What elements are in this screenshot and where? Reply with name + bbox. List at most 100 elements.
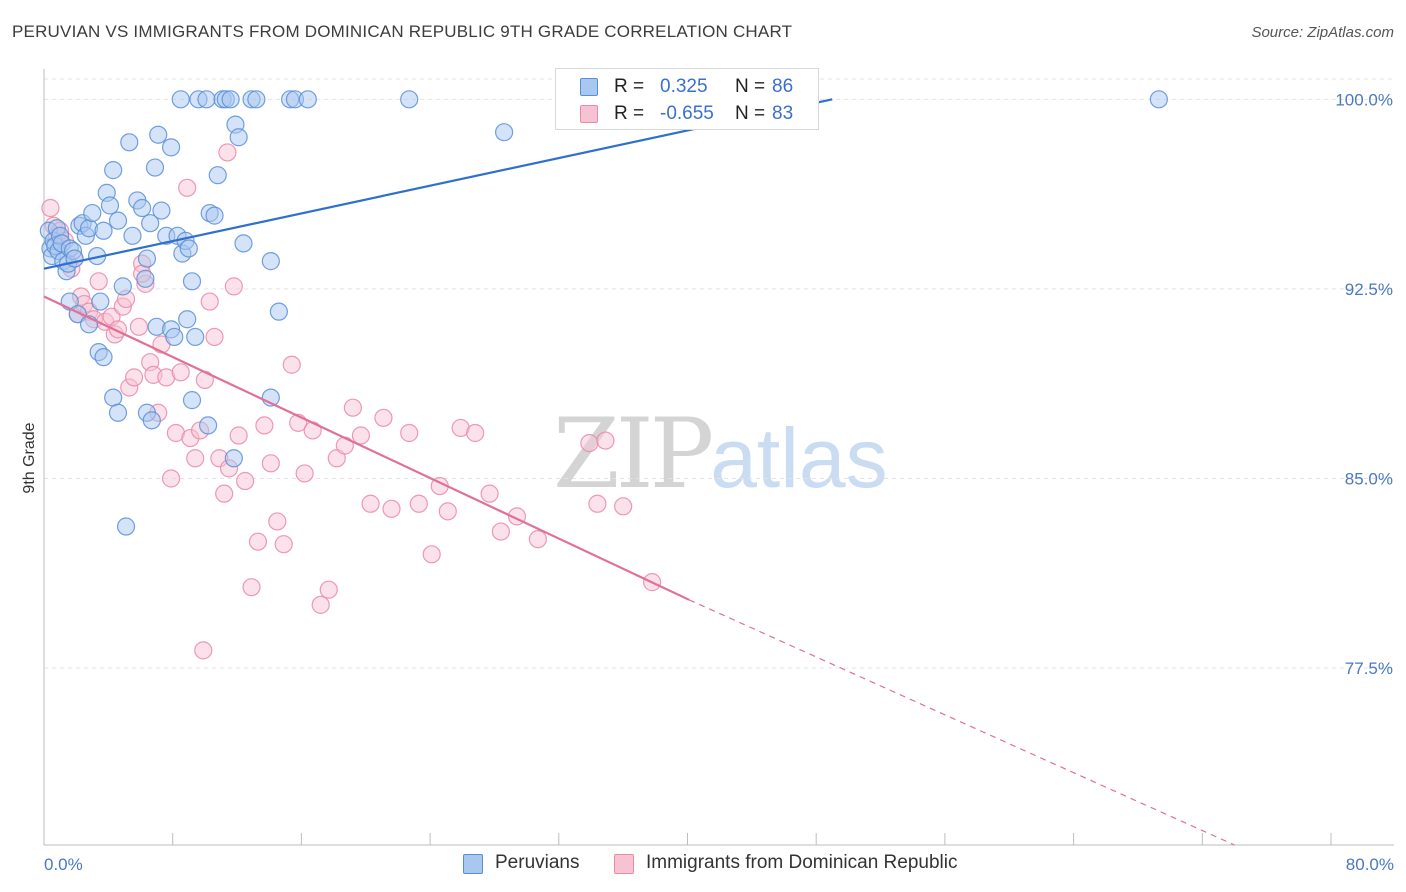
data-point-peruvian — [141, 214, 160, 233]
data-point-dominican — [171, 363, 190, 382]
data-point-peruvian — [182, 272, 202, 291]
chart-source: Source: ZipAtlas.com — [1251, 24, 1394, 41]
data-point-peruvian — [298, 90, 317, 109]
data-point-dominican — [89, 272, 108, 291]
data-point-dominican — [311, 595, 330, 614]
data-point-peruvian — [400, 90, 419, 109]
data-point-dominican — [161, 469, 181, 488]
legend-r-label: R = — [614, 103, 645, 124]
data-point-peruvian — [145, 158, 165, 177]
data-point-dominican — [178, 178, 197, 197]
data-point-peruvian — [197, 90, 216, 109]
data-point-peruvian — [261, 252, 280, 271]
legend-n-value: 83 — [772, 103, 794, 124]
data-point-dominican — [422, 545, 441, 564]
watermark-atlas: atlas — [710, 411, 888, 505]
data-point-peruvian — [100, 196, 120, 215]
data-point-dominican — [319, 580, 338, 599]
data-point-peruvian — [108, 403, 128, 422]
x-tick-marks — [43, 833, 1332, 845]
data-point-peruvian — [137, 249, 157, 268]
bottom-legend-swatch-pink — [614, 854, 634, 874]
data-point-dominican — [274, 535, 293, 554]
watermark: ZIPatlas — [553, 398, 888, 510]
data-point-dominican — [218, 143, 237, 162]
data-point-dominican — [374, 408, 393, 427]
data-point-dominican — [235, 471, 255, 491]
data-point-peruvian — [108, 211, 128, 230]
data-point-dominican — [588, 494, 607, 513]
legend-swatch-pink — [580, 105, 598, 123]
data-point-peruvian — [198, 416, 218, 435]
data-point-peruvian — [208, 166, 227, 185]
trend-line-dominican — [43, 295, 690, 601]
data-point-peruvian — [221, 90, 240, 109]
data-point-dominican — [129, 317, 149, 336]
y-axis-title: 9th Grade — [21, 422, 38, 493]
data-point-dominican — [400, 423, 419, 443]
data-point-peruvian — [133, 198, 152, 218]
data-point-dominican — [491, 522, 510, 541]
data-point-peruvian — [205, 206, 224, 225]
data-point-peruvian — [186, 327, 205, 347]
data-point-dominican — [580, 433, 599, 453]
data-point-dominican — [205, 327, 224, 347]
data-point-dominican — [409, 494, 428, 513]
legend-swatch-blue — [580, 78, 598, 96]
data-point-dominican — [229, 426, 248, 445]
data-point-peruvian — [165, 327, 184, 347]
data-point-dominican — [351, 426, 371, 445]
data-point-peruvian — [179, 239, 198, 258]
series-peruvians-points — [39, 90, 1168, 536]
legend-r-value: -0.655 — [660, 103, 714, 124]
y-tick-label: 85.0% — [1345, 469, 1393, 488]
data-point-peruvian — [104, 161, 123, 180]
data-point-peruvian — [229, 128, 248, 147]
legend-n-label: N = — [735, 76, 766, 97]
data-point-peruvian — [1149, 90, 1168, 109]
data-point-peruvian — [104, 388, 123, 407]
axes — [43, 69, 1394, 846]
data-point-peruvian — [65, 249, 84, 268]
data-point-dominican — [282, 355, 301, 374]
data-point-peruvian — [247, 90, 266, 109]
data-point-peruvian — [120, 133, 139, 152]
data-point-peruvian — [152, 201, 171, 220]
data-point-peruvian — [123, 226, 142, 245]
y-tick-label: 92.5% — [1345, 280, 1393, 299]
data-point-dominican — [242, 578, 261, 597]
legend-r-value: 0.325 — [660, 76, 708, 97]
data-point-dominican — [343, 398, 362, 417]
data-point-dominican — [596, 431, 615, 450]
data-point-peruvian — [171, 90, 190, 109]
data-point-dominican — [248, 532, 268, 551]
data-point-peruvian — [149, 125, 168, 144]
bottom-legend-swatch-blue — [463, 854, 483, 874]
legend-n-label: N = — [735, 103, 766, 124]
y-tick-labels: 100.0% 92.5% 85.0% 77.5% — [1335, 90, 1393, 678]
series-dominican-points — [41, 143, 662, 660]
chart-title: PERUVIAN VS IMMIGRANTS FROM DOMINICAN RE… — [12, 22, 793, 41]
data-point-dominican — [268, 512, 287, 531]
data-point-peruvian — [142, 411, 161, 430]
data-point-dominican — [124, 368, 144, 387]
data-point-dominican — [466, 423, 485, 443]
data-point-dominican — [261, 454, 280, 473]
trend-line-dominican-extension — [688, 599, 1235, 846]
data-point-peruvian — [83, 203, 102, 223]
data-point-peruvian — [234, 234, 253, 253]
data-point-peruvian — [94, 221, 113, 240]
x-tick-label-min: 0.0% — [44, 855, 83, 874]
data-point-peruvian — [495, 123, 514, 142]
data-point-dominican — [255, 416, 274, 435]
data-point-peruvian — [182, 391, 202, 410]
data-point-peruvian — [116, 517, 136, 536]
data-point-peruvian — [161, 138, 181, 157]
data-point-dominican — [224, 277, 243, 296]
data-point-dominican — [438, 502, 457, 521]
data-point-dominican — [382, 499, 401, 518]
data-point-dominican — [186, 449, 205, 468]
data-point-dominican — [528, 530, 547, 549]
data-point-peruvian — [94, 348, 113, 367]
data-point-dominican — [41, 198, 60, 218]
